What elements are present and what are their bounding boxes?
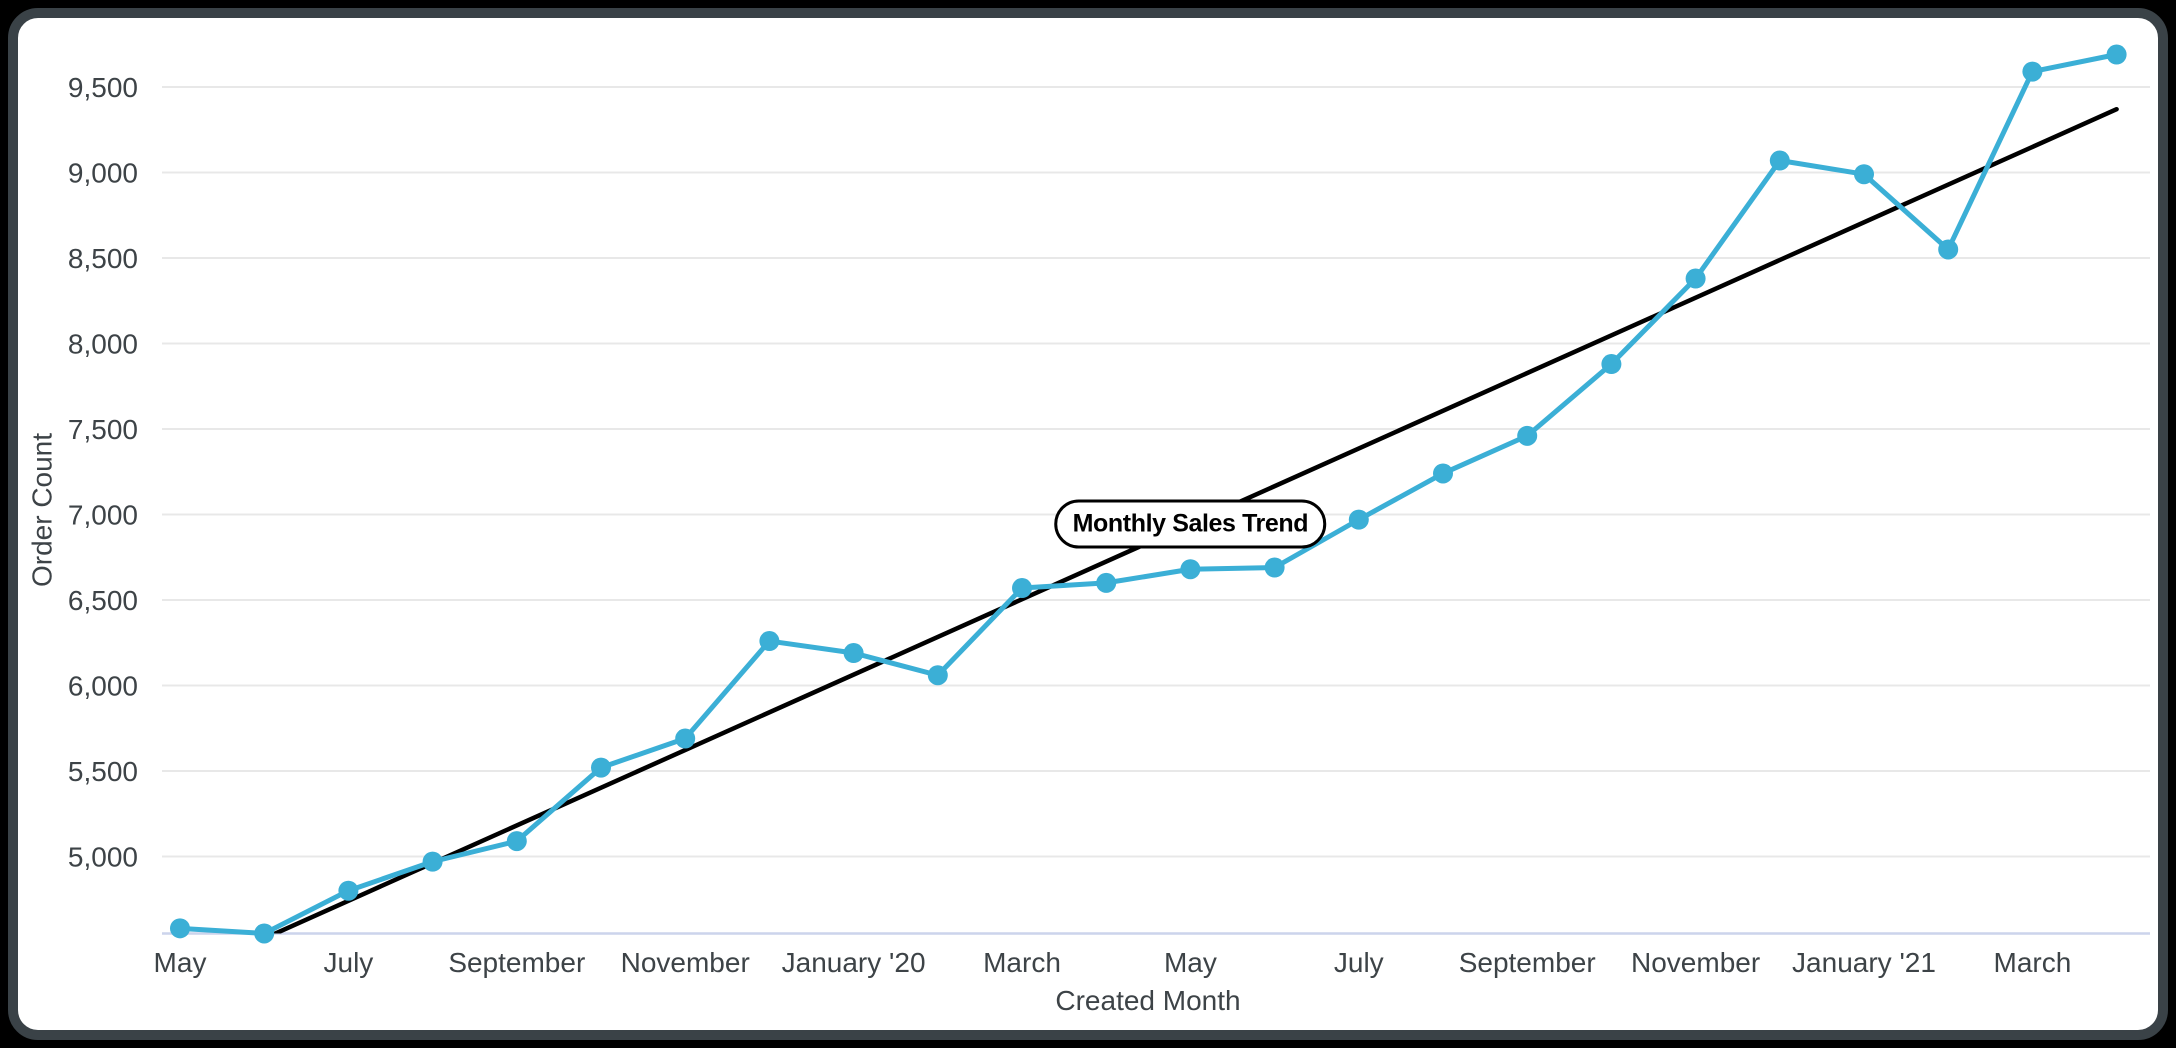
data-point[interactable]	[506, 831, 527, 852]
series-line	[177, 52, 2120, 936]
data-point[interactable]	[1517, 425, 1538, 446]
data-point[interactable]	[591, 757, 611, 778]
y-tick-label: 5,000	[68, 842, 138, 873]
gridlines	[162, 86, 2150, 858]
data-point[interactable]	[1685, 268, 1706, 289]
data-point[interactable]	[170, 918, 190, 939]
data-point[interactable]	[1096, 572, 1117, 593]
y-tick-label: 6,500	[68, 585, 138, 616]
x-tick-label: March	[983, 947, 1061, 978]
data-point[interactable]	[422, 851, 443, 872]
y-tick-label: 8,000	[68, 329, 138, 360]
data-point[interactable]	[254, 923, 275, 944]
data-point[interactable]	[1264, 557, 1285, 578]
x-tick-label: July	[1334, 947, 1384, 978]
x-tick-label: May	[154, 947, 207, 978]
y-tick-label: 9,500	[68, 72, 138, 103]
data-point[interactable]	[1348, 509, 1369, 530]
y-tick-label: 7,000	[68, 500, 138, 531]
x-tick-label: November	[1631, 947, 1760, 978]
y-tick-label: 8,500	[68, 243, 138, 274]
data-points	[170, 44, 2127, 944]
data-point[interactable]	[1433, 463, 1453, 484]
y-axis-tick-labels: 5,000 5,500 6,000 6,500 7,000 7,500 8,000 8,500…	[68, 72, 138, 873]
data-point[interactable]	[1938, 239, 1959, 260]
x-tick-label: January '21	[1792, 947, 1936, 978]
y-tick-label: 6,000	[68, 671, 138, 702]
x-tick-label: July	[324, 947, 374, 978]
y-tick-label: 9,000	[68, 158, 138, 189]
data-point[interactable]	[843, 643, 864, 664]
x-tick-label: November	[621, 947, 750, 978]
y-tick-label: 7,500	[68, 414, 138, 445]
x-tick-label: January '20	[782, 947, 926, 978]
x-tick-label: May	[1164, 947, 1217, 978]
data-point[interactable]	[338, 880, 359, 901]
data-point[interactable]	[2106, 44, 2127, 65]
data-point[interactable]	[2022, 61, 2043, 82]
x-tick-label: September	[1459, 947, 1596, 978]
data-point[interactable]	[1769, 150, 1790, 171]
trend-label-pill: Monthly Sales Trend	[1054, 499, 1327, 549]
data-point[interactable]	[927, 665, 948, 686]
x-tick-label: September	[448, 947, 585, 978]
data-point[interactable]	[759, 631, 780, 652]
data-point[interactable]	[1601, 354, 1622, 375]
x-axis-title: Created Month	[1055, 985, 1240, 1016]
x-axis-tick-labels: May July September November January '20 March…	[154, 947, 2072, 978]
x-tick-label: March	[1994, 947, 2072, 978]
y-tick-label: 5,500	[68, 756, 138, 787]
data-point[interactable]	[675, 728, 696, 749]
data-point[interactable]	[1012, 578, 1032, 599]
data-point[interactable]	[1854, 164, 1874, 185]
y-axis-title: Order Count	[27, 433, 58, 587]
data-point[interactable]	[1180, 559, 1201, 580]
